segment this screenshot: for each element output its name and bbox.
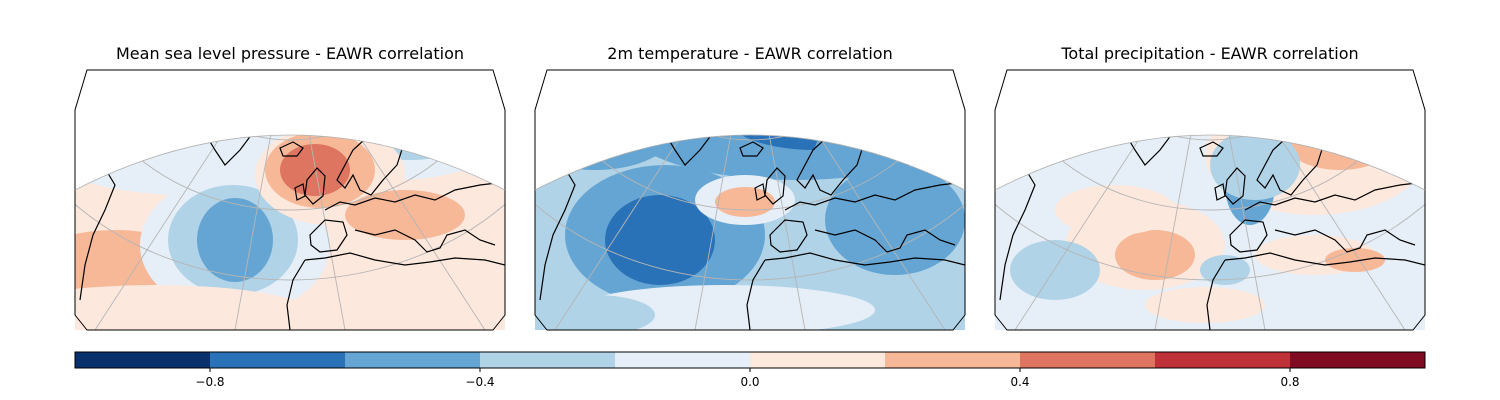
colorbar-tick-label: 0.4: [1010, 375, 1029, 389]
colorbar-bin: [615, 352, 750, 368]
panel-title-t2m: 2m temperature - EAWR correlation: [607, 44, 893, 63]
colorbar-bin: [750, 352, 885, 368]
colorbar-bin: [75, 352, 210, 368]
map-frame: [994, 69, 1426, 331]
map-frame: [74, 69, 506, 331]
map-panel-t2m: [534, 69, 966, 331]
colorbar-bin: [1290, 352, 1425, 368]
t2m-correlation-field: [535, 135, 965, 330]
colorbar-tick-label: 0.8: [1280, 375, 1299, 389]
colorbar-bin: [885, 352, 1020, 368]
colorbar: −0.8 −0.4 0.0 0.4 0.8: [74, 351, 1426, 389]
colorbar-bin: [1155, 352, 1290, 368]
colorbar-bin: [1020, 352, 1155, 368]
colorbar-tick-label: −0.8: [195, 375, 224, 389]
precip-correlation-field: [995, 135, 1425, 330]
colorbar-bin: [210, 352, 345, 368]
colorbar-tick-label: −0.4: [465, 375, 494, 389]
colorbar-bin: [480, 352, 615, 368]
panel-title-mslp: Mean sea level pressure - EAWR correlati…: [116, 44, 464, 63]
map-frame: [534, 69, 966, 331]
map-panel-precip: [994, 69, 1426, 331]
colorbar-tick-label: 0.0: [740, 375, 759, 389]
panel-title-precip: Total precipitation - EAWR correlation: [1061, 44, 1359, 63]
mslp-correlation-field: [75, 135, 505, 330]
map-panel-mslp: [74, 69, 506, 331]
colorbar-bin: [345, 352, 480, 368]
